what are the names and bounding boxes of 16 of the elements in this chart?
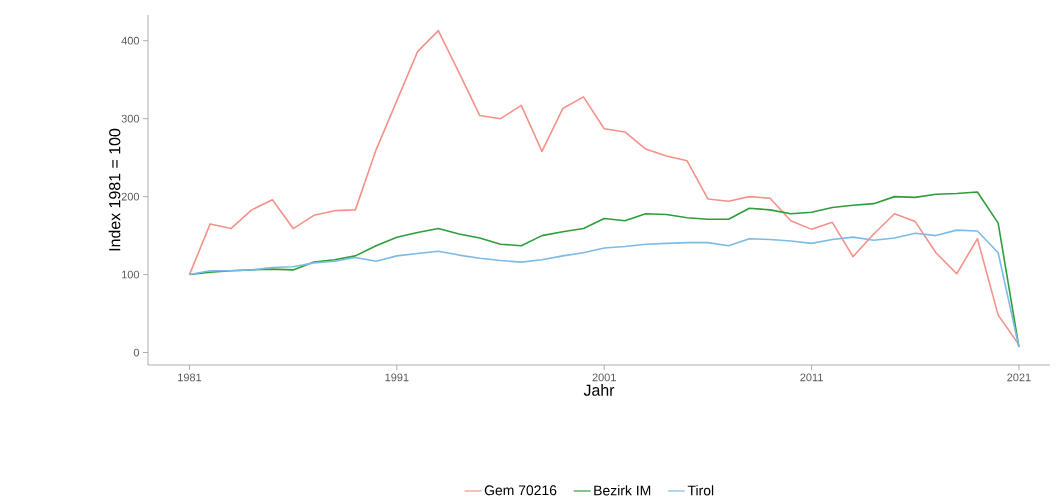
y-tick-label: 0: [133, 348, 140, 357]
x-axis-title: Jahr: [583, 384, 615, 396]
legend-label: Bezirk IM: [594, 485, 651, 496]
line-series: [188, 229, 1020, 348]
x-tick-label: 1991: [385, 373, 409, 382]
x-tick-label: 2001: [592, 373, 616, 382]
y-axis-title: Index 1981 = 100: [108, 128, 121, 251]
x-tick-label: 2011: [800, 373, 823, 382]
x-tick-label: 1981: [178, 373, 202, 382]
y-tick-label: 100: [122, 270, 140, 279]
y-tick-label: 400: [121, 36, 140, 45]
y-tick-label: 200: [121, 192, 140, 201]
legend-label: Tirol: [687, 485, 714, 496]
x-tick-label: 2021: [1007, 373, 1031, 382]
y-tick-label: 300: [121, 114, 140, 123]
legend-label: Gem 70216: [484, 485, 557, 496]
